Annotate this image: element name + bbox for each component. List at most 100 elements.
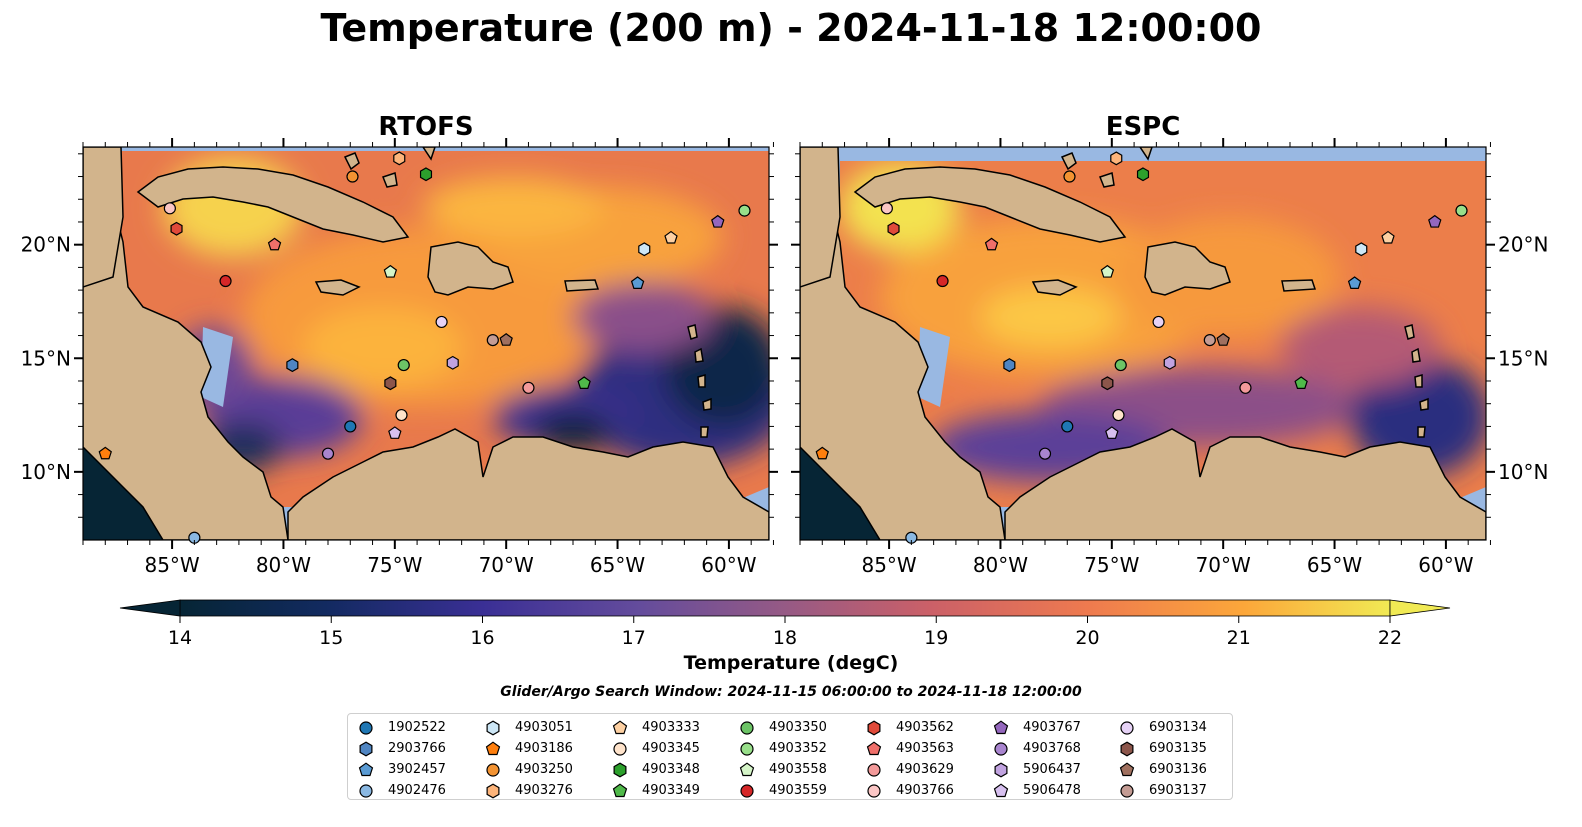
legend-label: 3902457	[388, 762, 446, 777]
legend-item-4903559: 4903559	[739, 780, 827, 801]
search-window-text: Glider/Argo Search Window: 2024-11-15 06…	[500, 684, 1082, 700]
float-marker-4903559	[219, 274, 232, 288]
float-markers-espc	[815, 151, 1468, 544]
legend-marker	[1119, 761, 1135, 776]
float-marker-4903348	[419, 167, 433, 182]
legend-item-1902522: 1902522	[358, 717, 446, 738]
legend-item-4903345: 4903345	[612, 738, 700, 759]
float-marker-4903350	[397, 358, 410, 372]
float-legend: 1902522 2903766 3902457 4902476 4903051 49031…	[347, 713, 1233, 800]
legend-label: 4903559	[769, 783, 827, 798]
float-marker-6903136	[499, 333, 513, 346]
float-marker-4903051	[638, 242, 651, 257]
float-marker-5906478	[1105, 426, 1119, 439]
colorbar-tick-label: 17	[622, 627, 646, 649]
legend-marker	[1120, 783, 1134, 798]
legend-marker	[993, 719, 1009, 734]
legend-item-4903333: 4903333	[612, 717, 700, 738]
legend-label: 4903345	[642, 741, 700, 756]
float-marker-6903134	[1152, 315, 1165, 329]
legend-label: 4903767	[1023, 720, 1081, 735]
lon-tick-label: 70°W	[1196, 553, 1251, 577]
legend-item-4903563: 4903563	[866, 738, 954, 759]
float-marker-6903137	[1203, 333, 1216, 347]
legend-column: 4903051 4903186 4903250 4903276	[485, 717, 573, 801]
float-marker-4903333	[1381, 230, 1395, 244]
float-marker-4903767	[711, 214, 725, 228]
legend-marker	[994, 762, 1008, 777]
lat-tick-label: 10°N	[1498, 460, 1548, 484]
float-marker-4903276	[393, 151, 406, 166]
legend-marker	[739, 761, 755, 776]
legend-item-4903250: 4903250	[485, 759, 573, 780]
float-marker-4903558	[383, 264, 398, 278]
float-marker-6903137	[486, 333, 499, 347]
legend-label: 6903135	[1149, 741, 1207, 756]
lon-tick-label: 70°W	[479, 553, 534, 577]
legend-marker	[993, 782, 1009, 797]
float-marker-1902522	[1061, 420, 1074, 433]
float-marker-4903768	[1038, 447, 1052, 460]
float-marker-4903352	[1455, 204, 1468, 217]
legend-label: 4903349	[642, 783, 700, 798]
lon-tick-label: 85°W	[144, 553, 199, 577]
legend-label: 4903766	[896, 783, 954, 798]
float-marker-4903352	[738, 204, 751, 217]
legend-label: 4903276	[515, 783, 573, 798]
legend-item-4903767: 4903767	[993, 717, 1081, 738]
legend-label: 2903766	[388, 741, 446, 756]
legend-marker	[485, 740, 501, 755]
lon-tick-label: 75°W	[367, 553, 422, 577]
float-marker-5906437	[1163, 355, 1176, 370]
colorbar: 14 15 16 17 18 19 20 21 22	[119, 599, 1451, 649]
colorbar-tick-label: 14	[168, 627, 192, 649]
legend-label: 4903768	[1023, 741, 1081, 756]
legend-label: 4903558	[769, 762, 827, 777]
lon-tick-label: 75°W	[1084, 553, 1139, 577]
legend-item-4903350: 4903350	[739, 717, 827, 738]
float-marker-2903766	[286, 358, 299, 373]
float-marker-4903186	[98, 446, 112, 460]
float-marker-5906437	[446, 355, 459, 370]
lon-tick-label: 80°W	[973, 553, 1028, 577]
legend-marker	[486, 783, 500, 798]
legend-marker	[740, 783, 754, 798]
float-marker-4903562	[887, 221, 900, 236]
float-marker-4903186	[815, 446, 829, 460]
legend-column: 4903562 4903563 4903629 4903766	[866, 717, 954, 801]
legend-item-3902457: 3902457	[358, 759, 446, 780]
map-panel-espc	[799, 146, 1487, 544]
legend-marker	[867, 762, 881, 777]
legend-marker	[994, 741, 1008, 756]
float-marker-4903345	[395, 408, 408, 422]
colorbar-tick-label: 21	[1227, 627, 1251, 649]
float-marker-6903134	[435, 315, 448, 329]
float-marker-4903558	[1100, 264, 1115, 278]
float-marker-4903276	[1110, 151, 1123, 166]
legend-item-4903352: 4903352	[739, 738, 827, 759]
colorbar-tick-label: 15	[319, 627, 343, 649]
lon-tick-label: 60°W	[1418, 553, 1473, 577]
float-marker-6903135	[384, 376, 397, 391]
legend-label: 1902522	[388, 720, 446, 735]
legend-marker	[866, 740, 882, 755]
lon-tick-label: 60°W	[701, 553, 756, 577]
float-marker-5906478	[388, 426, 402, 439]
float-marker-6903135	[1101, 376, 1114, 391]
float-marker-4903250	[346, 170, 359, 183]
legend-column: 4903333 4903345 4903348 4903349	[612, 717, 700, 801]
float-marker-2903766	[1003, 358, 1016, 373]
legend-label: 4903250	[515, 762, 573, 777]
legend-item-4903629: 4903629	[866, 759, 954, 780]
legend-label: 6903134	[1149, 720, 1207, 735]
legend-marker	[613, 762, 627, 777]
legend-label: 4903563	[896, 741, 954, 756]
legend-marker	[612, 782, 628, 797]
legend-item-5906437: 5906437	[993, 759, 1081, 780]
colorbar-tick-label: 19	[924, 627, 948, 649]
legend-item-4903562: 4903562	[866, 717, 954, 738]
legend-marker	[740, 741, 754, 756]
legend-marker	[740, 720, 754, 735]
float-marker-1902522	[344, 420, 357, 433]
